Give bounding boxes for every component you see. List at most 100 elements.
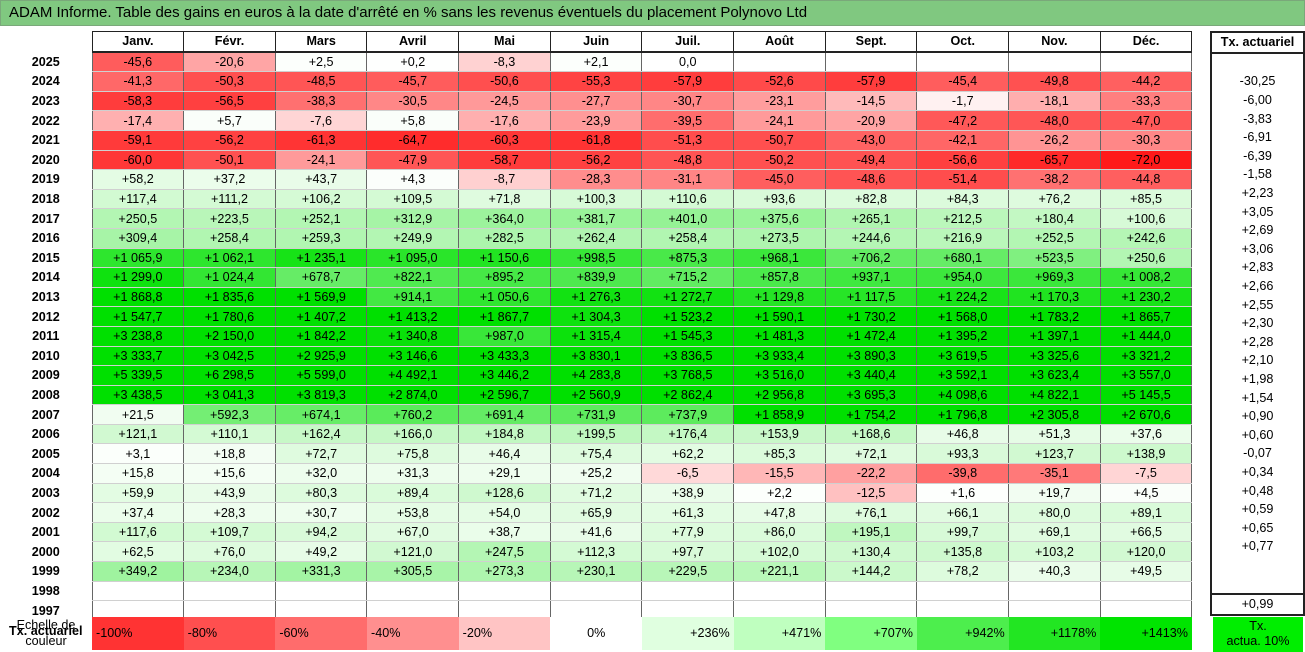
gain-cell: -61,8 [549, 129, 643, 151]
gain-cell: +58,2 [91, 169, 185, 190]
gain-cell: +273,3 [458, 561, 551, 582]
gain-cell: +184,8 [458, 423, 551, 445]
gain-cell: -43,0 [824, 129, 918, 151]
gain-cell: -12,5 [824, 482, 918, 504]
gain-cell: +168,6 [824, 423, 918, 445]
table-title: ADAM Informe. Table des gains en euros à… [0, 0, 1305, 26]
gain-cell: +223,5 [183, 208, 276, 229]
year-label: 2019 [31, 172, 60, 187]
table-row: 2023 -58,3 -56,5 -38,3 -30,5 -24,5 -27,7 -30,7-… [0, 90, 1193, 112]
gain-cell: +67,0 [366, 521, 460, 543]
gain-cell: +102,0 [733, 541, 826, 563]
gain-cell: +1 754,2 [824, 404, 918, 425]
gain-cell: +674,1 [274, 404, 368, 425]
gain-cell: +1 590,1 [733, 306, 826, 327]
gain-cell: +1 299,0 [91, 267, 185, 288]
actuarial-rate-cell: -6,91 [1210, 127, 1305, 147]
month-header: Août [733, 30, 826, 53]
gain-cell: -24,1 [733, 110, 826, 131]
gain-cell: +1 568,0 [916, 306, 1010, 327]
gain-cell: -60,3 [458, 129, 551, 151]
gain-cell: +38,9 [641, 482, 735, 504]
gain-cell: +1 304,3 [549, 306, 643, 327]
gain-cell: +1 062,1 [183, 247, 276, 269]
actuarial-rate-cell: -0,07 [1210, 444, 1305, 463]
gain-cell: +199,5 [549, 423, 643, 445]
gain-cell: +4 822,1 [1008, 384, 1101, 406]
gain-cell: +875,3 [641, 247, 735, 269]
gain-cell: -26,2 [1008, 129, 1101, 151]
gain-cell: -44,2 [1099, 71, 1193, 92]
gain-cell: +987,0 [458, 325, 551, 347]
gain-cell [824, 600, 918, 622]
gain-cell: +249,9 [366, 227, 460, 249]
gain-cell [1008, 51, 1101, 73]
gain-cell: +37,4 [91, 502, 185, 523]
year-label: 2020 [31, 152, 60, 167]
legend-actuarial-swatch: Tx. actua. 10% [1213, 617, 1303, 652]
table-row: 2015 +1 065,9 +1 062,1 +1 235,1 +1 095,0 +1 1… [0, 247, 1193, 269]
month-header: Avril [366, 30, 460, 53]
actuarial-rate-cell: +0,34 [1210, 462, 1305, 482]
month-header: Janv. [91, 30, 185, 53]
gain-cell: +234,0 [183, 561, 276, 582]
gain-cell: +839,9 [549, 267, 643, 288]
gain-cell: +954,0 [916, 267, 1010, 288]
gain-cell: +1 150,6 [458, 247, 551, 269]
gain-cell: +250,5 [91, 208, 185, 229]
gain-cell: +3 695,3 [824, 384, 918, 406]
gain-cell: +94,2 [274, 521, 368, 543]
gain-cell: +32,0 [274, 463, 368, 484]
gain-cell: -30,5 [366, 90, 460, 112]
gain-cell: -20,9 [824, 110, 918, 131]
month-header: Déc. [1099, 30, 1193, 53]
legend-swatch: +1413% [1100, 617, 1193, 650]
gain-cell: +375,6 [733, 208, 826, 229]
gain-cell: +144,2 [824, 561, 918, 582]
gain-cell: +138,9 [1099, 443, 1193, 465]
gain-cell: +93,3 [916, 443, 1010, 465]
gain-cell: +242,6 [1099, 227, 1193, 249]
year-label: 2005 [31, 446, 60, 461]
gain-cell: -44,8 [1099, 169, 1193, 190]
gain-cell [1099, 600, 1193, 622]
gain-cell: +349,2 [91, 561, 185, 582]
actuarial-rate-cell [1210, 52, 1305, 73]
gain-cell: +998,5 [549, 247, 643, 269]
gain-cell: +5,7 [183, 110, 276, 131]
gain-cell: +110,6 [641, 188, 735, 210]
gain-cell: -23,1 [733, 90, 826, 112]
actuarial-rate-cell: +2,55 [1210, 295, 1305, 314]
table-row: 2000 +62,5 +76,0 +49,2 +121,0 +247,5 +112,3 +97… [0, 541, 1193, 563]
gain-cell: +1 024,4 [183, 267, 276, 288]
legend-swatch: +1178% [1008, 617, 1101, 650]
gain-cell [549, 580, 643, 602]
color-scale-legend: Echelle de couleur -100% -80% -60% -40% -20%… [0, 614, 1305, 652]
gain-cell: -39,5 [641, 110, 735, 131]
gain-cell: +120,0 [1099, 541, 1193, 563]
gain-cell: +162,4 [274, 423, 368, 445]
gain-cell: +135,8 [916, 541, 1010, 563]
gain-cell: +43,9 [183, 482, 276, 504]
gain-cell: +1 230,2 [1099, 286, 1193, 308]
gain-cell: +62,5 [91, 541, 185, 563]
gain-cell: +18,8 [183, 443, 276, 465]
actuarial-rate-cell: +2,83 [1210, 258, 1305, 277]
year-label: 2024 [31, 74, 60, 89]
gain-cell: +1 865,7 [1099, 306, 1193, 327]
gain-cell: +80,0 [1008, 502, 1101, 523]
gain-cell: -50,2 [733, 149, 826, 171]
actuarial-rate-cell [1210, 555, 1305, 575]
gain-cell: +3 836,5 [641, 345, 735, 367]
gain-cell: +75,4 [549, 443, 643, 465]
legend-swatch: +942% [917, 617, 1009, 650]
gain-cell: -30,3 [1099, 129, 1193, 151]
legend-swatch: -60% [275, 617, 367, 650]
gain-cell: +3 516,0 [733, 365, 826, 386]
gain-cell: +1 569,9 [274, 286, 368, 308]
gain-cell: -50,3 [183, 71, 276, 92]
gain-cell: +937,1 [824, 267, 918, 288]
table-row: 2022 -17,4 +5,7 -7,6 +5,8 -17,6 -23,9 -39,5 -24,… [0, 110, 1193, 131]
gain-cell: -17,6 [458, 110, 551, 131]
table-row: 2021 -59,1 -56,2 -61,3 -64,7 -60,3 -61,8 -51,3-… [0, 129, 1193, 151]
